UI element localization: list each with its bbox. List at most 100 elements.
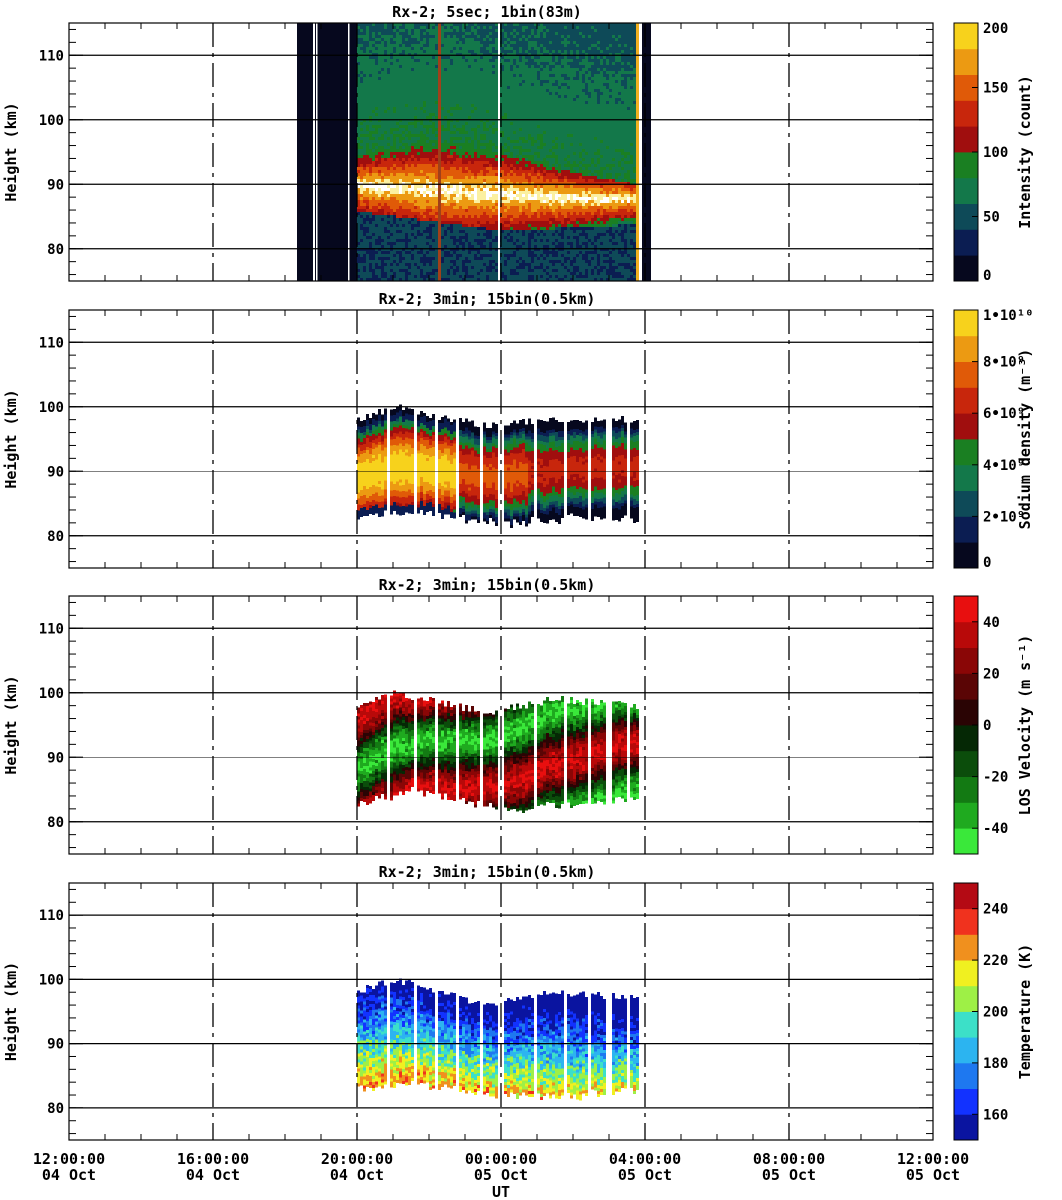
colorbar-segment [954, 647, 978, 674]
colorbar-tick-label: 40 [983, 615, 1000, 631]
colorbar-label: Temperature (K) [1016, 944, 1034, 1079]
colorbar-segment [954, 310, 978, 337]
colorbar-segment [954, 516, 978, 543]
stripe-6 [639, 23, 642, 281]
x-tick-time: 00:00:00 [465, 1150, 537, 1168]
colorbar-segment [954, 152, 978, 179]
colorbar-tick-label: 220 [983, 953, 1008, 969]
colorbar-tick-label: 8•10⁹ [983, 355, 1025, 371]
colorbar-segment [954, 802, 978, 829]
colorbar-tick-label: 100 [983, 145, 1008, 161]
colorbar-tick-label: 200 [983, 21, 1008, 37]
colorbar-segment [954, 177, 978, 204]
panel-4: 80 90 100 110 Height (km) Rx-2; 3min; 15bin(0… [2, 863, 1034, 1141]
panel-2: 80 90 100 110 Height (km) Rx-2; 3min; 15bin(0… [2, 290, 1034, 571]
y-tick-label: 110 [39, 48, 64, 64]
colorbar: -40 -20 0 20 40 LOS Velocity (m s⁻¹) [953, 595, 1034, 855]
x-tick-date: 04 Oct [330, 1166, 384, 1184]
heatmap-intensity [297, 23, 651, 281]
stripe-2 [348, 23, 350, 281]
colorbar-segment [954, 934, 978, 961]
x-tick-date: 05 Oct [474, 1166, 528, 1184]
colorbar-segment [954, 439, 978, 466]
stripe-0 [313, 23, 316, 281]
colorbar-segment [954, 413, 978, 440]
colorbar-tick-label: 150 [983, 81, 1008, 97]
colorbar-segment [954, 673, 978, 700]
x-tick-time: 20:00:00 [321, 1150, 393, 1168]
y-axis-label: Height (km) [2, 102, 20, 201]
y-tick-label: 80 [47, 529, 64, 545]
colorbar-tick-label: 2•10⁹ [983, 509, 1025, 525]
y-axis-label: Height (km) [2, 389, 20, 488]
y-tick-label: 80 [47, 815, 64, 831]
x-tick-time: 12:00:00 [897, 1150, 969, 1168]
colorbar-tick-label: 200 [983, 1005, 1008, 1021]
colorbar: 0 2•10⁹ 4•10⁹ 6•10⁹ 8•10⁹ 1•10¹⁰ Sodium densit… [953, 308, 1034, 571]
panel-title: Rx-2; 5sec; 1bin(83m) [392, 3, 582, 21]
colorbar-label: LOS Velocity (m s⁻¹) [1016, 635, 1034, 816]
colorbar-segment [954, 490, 978, 517]
colorbar-label: Sodium density (m⁻³) [1016, 349, 1034, 530]
colorbar-segment [954, 985, 978, 1012]
colorbar-segment [954, 1062, 978, 1089]
colorbar-segment [954, 100, 978, 127]
colorbar-segment [954, 1011, 978, 1038]
x-tick-time: 08:00:00 [753, 1150, 825, 1168]
colorbar-tick-label: 0 [983, 718, 991, 734]
colorbar-segment [954, 542, 978, 569]
colorbar-segment [954, 255, 978, 282]
stripe-3 [438, 23, 441, 281]
colorbar-label: Intensity (count) [1016, 75, 1034, 229]
x-tick-date: 05 Oct [762, 1166, 816, 1184]
colorbar-tick-label: 50 [983, 210, 1000, 226]
x-axis-label: UT [492, 1183, 510, 1200]
colorbar-segment [954, 335, 978, 362]
colorbar-segment [954, 1088, 978, 1115]
stripe-5 [636, 23, 640, 281]
y-tick-label: 100 [39, 400, 64, 416]
stripe-1 [316, 23, 318, 281]
colorbar-tick-label: 6•10⁹ [983, 406, 1025, 422]
colorbar-segment [954, 699, 978, 726]
colorbar-segment [954, 126, 978, 153]
colorbar-segment [954, 1114, 978, 1141]
y-tick-label: 110 [39, 621, 64, 637]
colorbar-tick-label: 0 [983, 555, 991, 571]
colorbar-segment [954, 908, 978, 935]
colorbar-segment [954, 960, 978, 987]
y-tick-label: 80 [47, 242, 64, 258]
panel-1: 80 90 100 110 Height (km) Rx-2; 5sec; 1bin(83… [2, 3, 1034, 284]
y-axis-label: Height (km) [2, 675, 20, 774]
colorbar: 160 180 200 220 240 Temperature (K) [953, 882, 1034, 1141]
panel-3: 80 90 100 110 Height (km) Rx-2; 3min; 15bin(0… [2, 576, 1034, 855]
panel-title: Rx-2; 3min; 15bin(0.5km) [379, 863, 596, 881]
colorbar-tick-label: 160 [983, 1107, 1008, 1123]
y-tick-label: 90 [47, 464, 64, 480]
colorbar: 0 50 100 150 200 Intensity (count) [953, 21, 1034, 284]
y-axis-label: Height (km) [2, 962, 20, 1061]
heatmap-sodium-density [357, 404, 639, 529]
colorbar-tick-label: 180 [983, 1056, 1008, 1072]
colorbar-segment [954, 48, 978, 75]
colorbar-segment [954, 596, 978, 623]
stripe-4 [498, 23, 500, 281]
colorbar-tick-label: -20 [983, 770, 1008, 786]
y-tick-label: 90 [47, 177, 64, 193]
y-tick-label: 100 [39, 972, 64, 988]
y-tick-label: 90 [47, 750, 64, 766]
y-tick-label: 110 [39, 908, 64, 924]
colorbar-tick-label: 4•10⁹ [983, 458, 1025, 474]
y-tick-label: 80 [47, 1101, 64, 1117]
heatmap-temperature [357, 978, 639, 1101]
colorbar-segment [954, 23, 978, 50]
colorbar-segment [954, 387, 978, 414]
y-tick-label: 110 [39, 335, 64, 351]
colorbar-segment [954, 621, 978, 648]
x-tick-date: 04 Oct [186, 1166, 240, 1184]
colorbar-segment [954, 883, 978, 910]
panel-title: Rx-2; 3min; 15bin(0.5km) [379, 576, 596, 594]
colorbar-segment [954, 229, 978, 256]
colorbar-segment [954, 1037, 978, 1064]
